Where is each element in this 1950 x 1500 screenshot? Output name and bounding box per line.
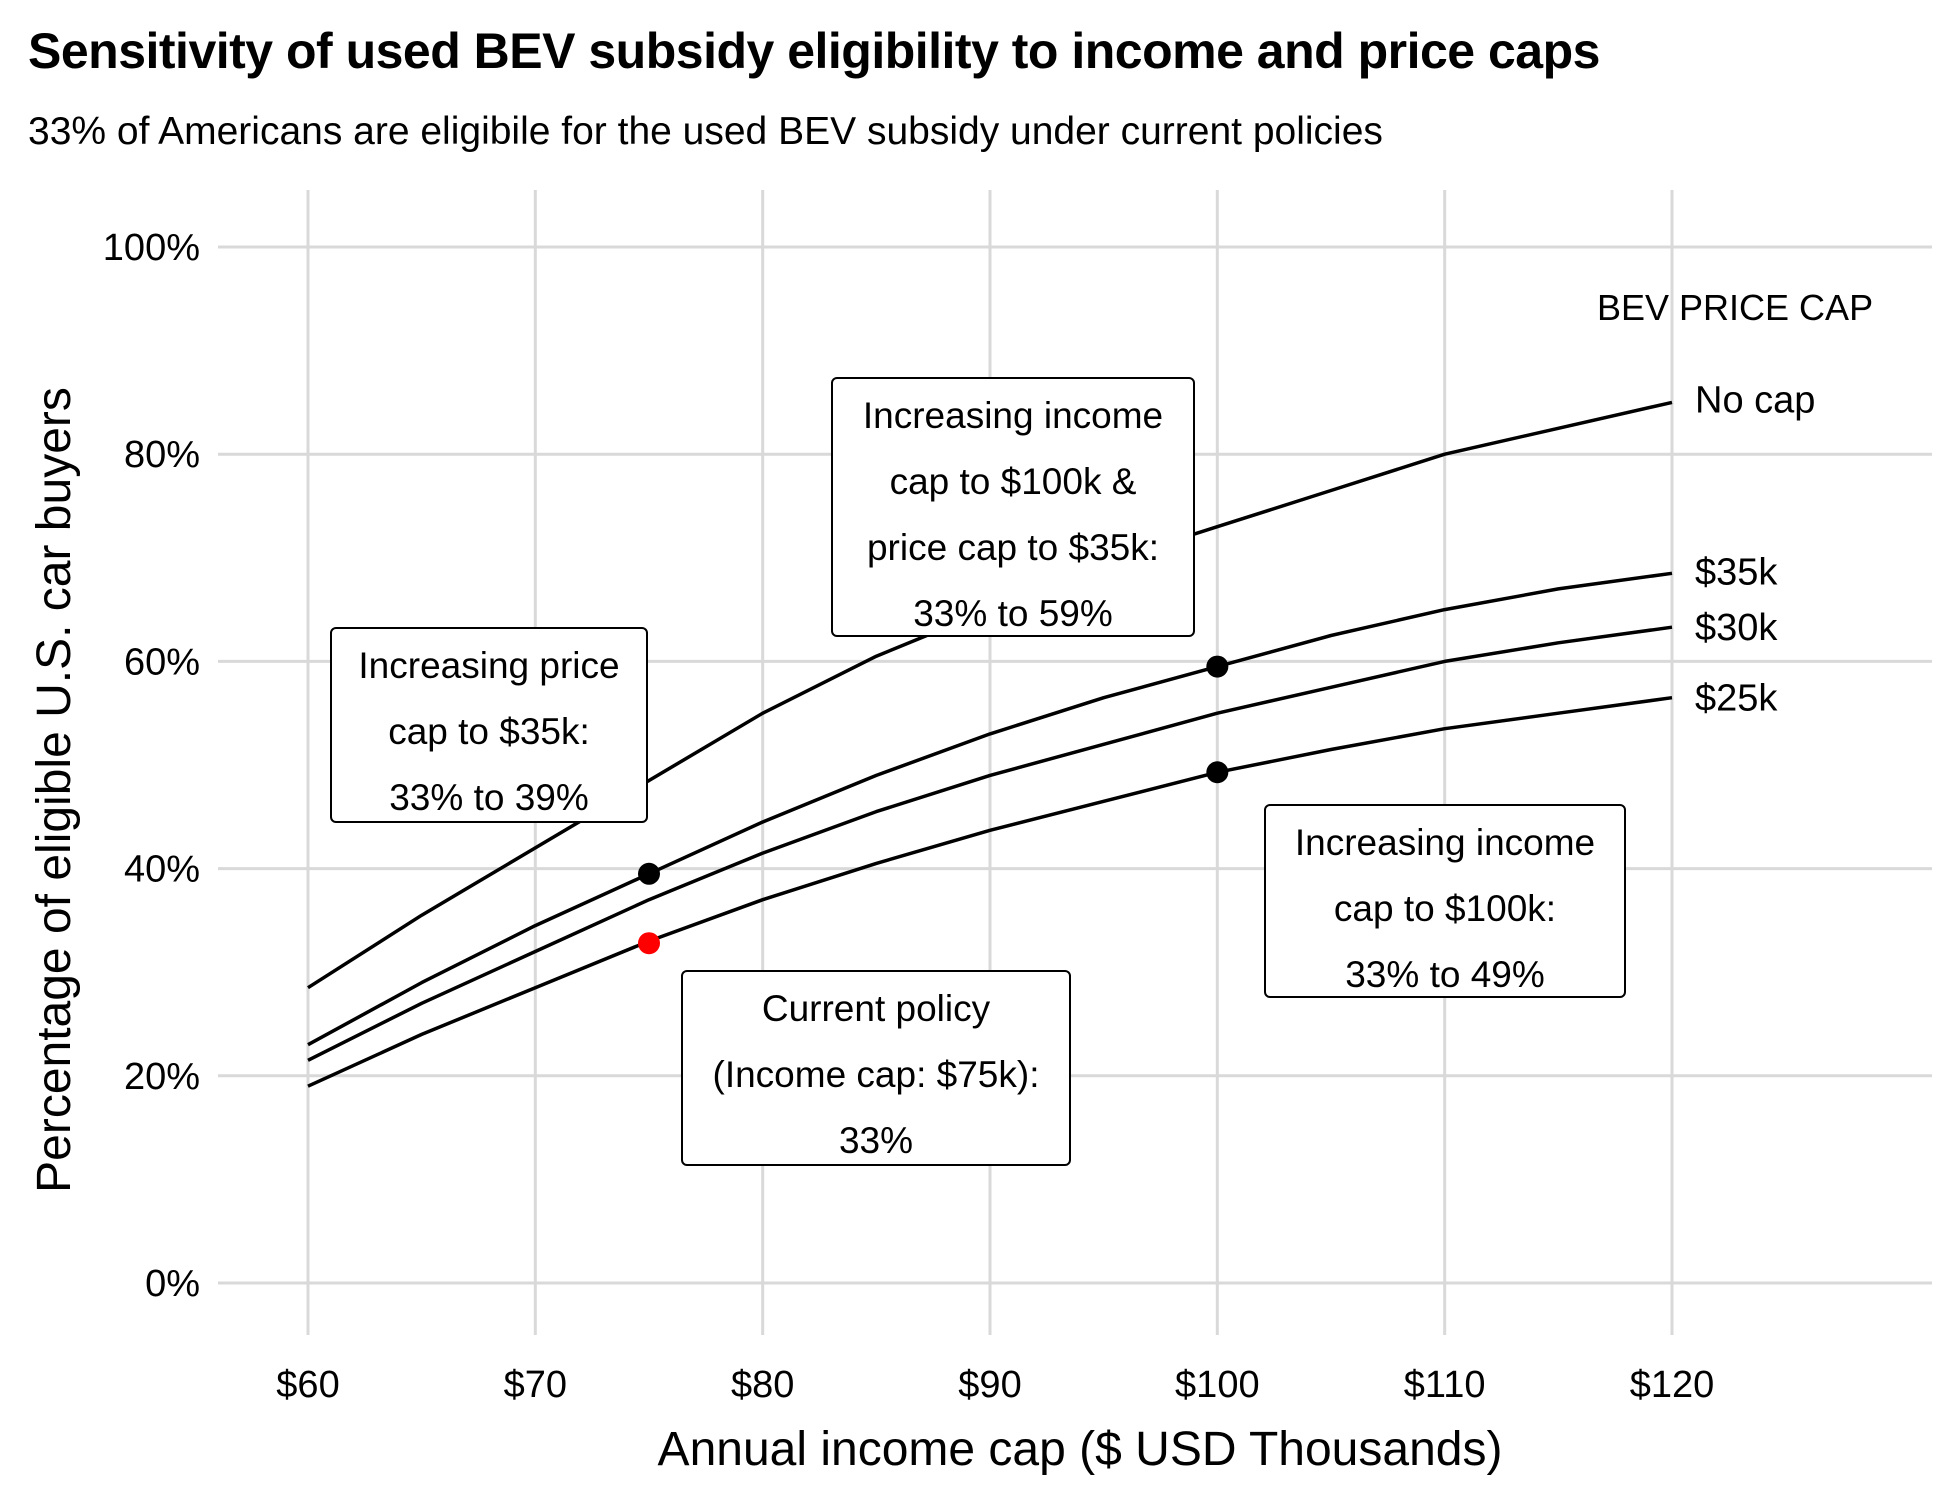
x-axis-title: Annual income cap ($ USD Thousands): [658, 1423, 1503, 1476]
series-end-label: $35k: [1695, 551, 1778, 593]
annotation-price-cap: Increasing price cap to $35k: 33% to 39%: [330, 627, 648, 823]
axis-ticks: 0% 20% 40% 60% 80% 100% $60 $70 $80 $90 $100 $110 $1…: [103, 227, 1714, 1406]
y-tick-label: 20%: [124, 1056, 200, 1098]
series-labels: No cap $35k $30k $25k: [1695, 379, 1815, 719]
x-tick-label: $100: [1175, 1364, 1260, 1406]
highlight-point: [1206, 761, 1229, 784]
x-tick-label: $120: [1630, 1364, 1715, 1406]
y-tick-label: 0%: [145, 1263, 200, 1305]
highlight-point: [638, 862, 660, 885]
y-tick-label: 100%: [103, 227, 200, 269]
x-tick-label: $90: [958, 1364, 1021, 1406]
highlight-point: [638, 932, 660, 955]
highlight-point: [1206, 655, 1229, 678]
series-end-label: $30k: [1695, 607, 1778, 649]
series-line: [307, 695, 1673, 1088]
x-tick-label: $80: [731, 1364, 794, 1406]
x-tick-label: $70: [504, 1364, 567, 1406]
y-axis-title: Percentage of eligible U.S. car buyers: [28, 387, 81, 1193]
annotation-income-and-price-cap: Increasing income cap to $100k & price c…: [831, 377, 1195, 637]
y-tick-label: 40%: [124, 849, 200, 891]
x-tick-label: $110: [1404, 1364, 1486, 1406]
chart-title: Sensitivity of used BEV subsidy eligibil…: [28, 23, 1600, 79]
annotation-current-policy: Current policy (Income cap: $75k): 33%: [681, 970, 1071, 1166]
x-tick-label: $60: [276, 1364, 339, 1406]
y-tick-label: 80%: [124, 434, 200, 476]
series-line: [307, 625, 1673, 1062]
series-line: [307, 571, 1673, 1047]
annotation-income-cap: Increasing income cap to $100k: 33% to 4…: [1264, 804, 1626, 998]
series-end-label: $25k: [1695, 678, 1778, 720]
y-tick-label: 60%: [124, 641, 200, 683]
highlight-points: [638, 655, 1229, 955]
legend-title: BEV PRICE CAP: [1597, 287, 1873, 328]
chart-subtitle: 33% of Americans are eligibile for the u…: [28, 110, 1383, 153]
series-end-label: No cap: [1695, 379, 1815, 421]
